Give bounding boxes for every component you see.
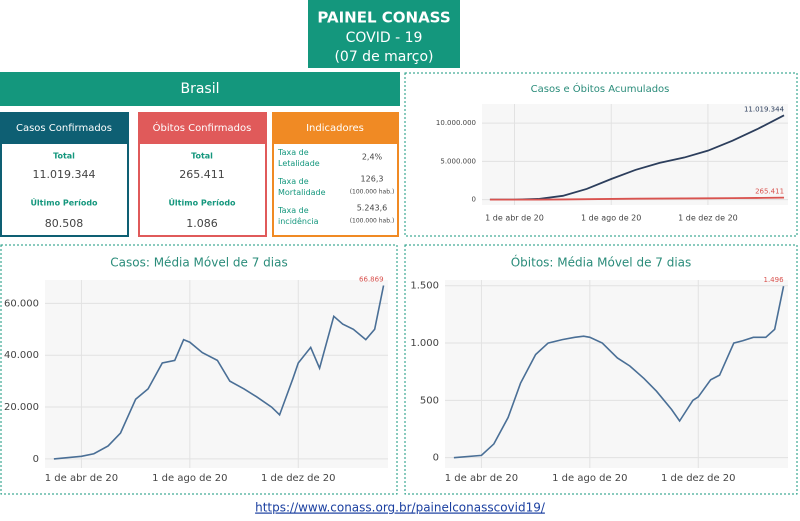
end-label: 1.496: [764, 276, 785, 284]
panel: [0, 244, 398, 495]
end-label: 265.411: [755, 188, 784, 196]
header-title: PAINEL CONASS: [317, 9, 450, 27]
chart-title: Óbitos: Média Móvel de 7 dias: [511, 255, 692, 270]
header-box: [308, 0, 460, 68]
card-header: [138, 112, 267, 144]
y-tick-label: 10.000.000: [436, 119, 476, 127]
y-tick-label: 60.000: [4, 298, 39, 309]
indicator-value: 126,3: [361, 175, 384, 184]
panel: [404, 72, 798, 237]
card-label: Último Período: [168, 197, 236, 208]
indicator-label: Taxa de incidência: [277, 206, 319, 226]
end-label: 11.019.344: [744, 105, 785, 113]
line: [53, 285, 385, 460]
x-tick-label: 1 de ago de 20: [152, 473, 227, 484]
y-tick-label: 0: [33, 454, 39, 465]
panel: [404, 244, 798, 495]
line: [453, 286, 785, 459]
plot-area: [482, 104, 788, 205]
card-value: 265.411: [179, 168, 225, 181]
y-tick-label: 40.000: [4, 350, 39, 361]
line: [489, 196, 785, 201]
indicator-value: 2,4%: [362, 153, 383, 162]
end-label: 66.869: [359, 276, 384, 284]
card-value: 11.019.344: [33, 168, 96, 181]
card-header: [0, 112, 129, 144]
x-tick-label: 1 de abr de 20: [45, 473, 118, 484]
indicator-note: (100.000 hab.): [350, 189, 395, 196]
card-label: Último Período: [30, 197, 98, 208]
plot-area: [45, 280, 388, 468]
y-tick-label: 5.000.000: [440, 157, 476, 165]
y-tick-label: 0: [472, 196, 476, 204]
indicator-list: Taxa de Letalidade 2,4% Taxa de Mortalidade 1…: [277, 148, 394, 226]
footer-link[interactable]: https://www.conass.org.br/painelconassco…: [255, 501, 546, 515]
x-tick-label: 1 de ago de 20: [581, 214, 641, 223]
y-tick-label: 1.500: [410, 281, 439, 292]
card-value: 1.086: [186, 217, 218, 230]
indicator-note: (100.000 hab.): [350, 218, 395, 225]
x-tick-label: 1 de abr de 20: [485, 214, 544, 223]
x-tick-label: 1 de dez de 20: [261, 473, 336, 484]
card-title: Óbitos Confirmados: [153, 121, 252, 134]
x-tick-label: 1 de dez de 20: [678, 214, 738, 223]
region: Brasil: [180, 81, 219, 97]
y-tick-label: 20.000: [4, 402, 39, 413]
plot-area: [445, 280, 788, 468]
x-tick-label: 1 de ago de 20: [552, 473, 627, 484]
indicator-label: Taxa de Mortalidade: [277, 177, 326, 197]
y-tick-label: 0: [433, 453, 439, 464]
card-title: Indicadores: [306, 123, 364, 134]
chart-title: Casos: Média Móvel de 7 dias: [110, 256, 287, 270]
y-tick-label: 500: [420, 395, 439, 406]
header-date: (07 de março): [334, 49, 433, 65]
indicator-label: Taxa de Letalidade: [277, 148, 320, 168]
chart-title: Casos e Óbitos Acumulados: [531, 82, 670, 95]
x-tick-label: 1 de dez de 20: [661, 473, 736, 484]
y-tick-label: 1.000: [410, 338, 439, 349]
card-title: Casos Confirmados: [16, 123, 112, 134]
card-value: 80.508: [45, 217, 84, 230]
card-label: Total: [53, 152, 75, 161]
region-bar: [0, 72, 400, 106]
header-subtitle: COVID - 19: [346, 30, 423, 46]
x-tick-label: 1 de abr de 20: [445, 473, 518, 484]
indicator-value: 5.243,6: [357, 204, 388, 213]
card-header: [272, 112, 399, 144]
card-label: Total: [191, 152, 213, 161]
